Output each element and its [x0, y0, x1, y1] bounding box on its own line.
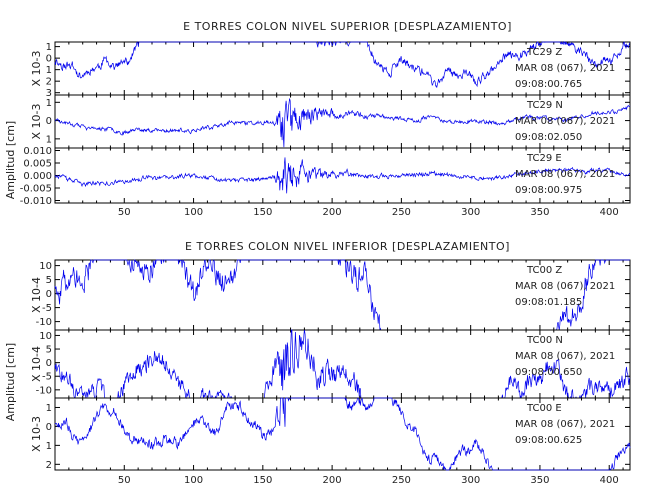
trace-panel: 1 0 1 TC29 N MAR 08 (067), 2021 09:08:02.050 X…: [30, 94, 631, 149]
trace-panel: -10 -5 0 5 10 TC00 Z MAR 08 (067), 2021 09:08:0…: [30, 259, 631, 331]
waveform-line: [54, 157, 631, 194]
x-tick-label: 150: [253, 207, 272, 218]
waveform-line: [54, 40, 630, 88]
y-tick-label: 2: [46, 460, 52, 471]
scale-factor-label: X 10-4: [30, 346, 43, 382]
x-tick-label: 200: [323, 475, 342, 486]
date-label: MAR 08 (067), 2021: [515, 116, 615, 127]
y-tick-label: 0: [46, 116, 52, 127]
x-tick-label: 250: [392, 207, 411, 218]
scale-factor-label: X 10-3: [30, 416, 43, 452]
date-label: MAR 08 (067), 2021: [515, 419, 615, 430]
x-tick-label: 350: [530, 207, 549, 218]
station-label: TC29 Z: [526, 47, 562, 58]
x-tick-label: 250: [392, 475, 411, 486]
y-tick-label: 0.005: [23, 159, 52, 170]
y-tick-label: 10: [39, 331, 52, 342]
scale-factor-label: X 10-3: [30, 51, 43, 87]
chart-2: E TORRES COLON NIVEL INFERIOR [DESPLAZAM…: [4, 240, 631, 486]
time-label: 09:08:00.650: [515, 367, 582, 378]
chart-1: E TORRES COLON NIVEL SUPERIOR [DESPLAZAM…: [4, 20, 631, 218]
scale-factor-label: X 10-4: [30, 277, 43, 313]
y-tick-label: 0: [46, 358, 52, 369]
date-label: MAR 08 (067), 2021: [515, 169, 615, 180]
y-tick-label: 10: [39, 261, 52, 272]
time-label: 09:08:00.625: [515, 435, 582, 446]
y-tick-label: 2: [46, 77, 52, 88]
waveform-line: [54, 329, 631, 400]
y-tick-label: -0.005: [20, 184, 52, 195]
time-label: 09:08:00.975: [515, 185, 582, 196]
y-tick-label: 1: [46, 65, 52, 76]
y-tick-label: -5: [42, 303, 52, 314]
date-label: MAR 08 (067), 2021: [515, 281, 615, 292]
x-tick-label: 400: [600, 475, 619, 486]
y-tick-label: -0.010: [20, 196, 52, 207]
x-tick-label: 200: [323, 207, 342, 218]
y-tick-label: -5: [42, 372, 52, 383]
y-tick-label: 1: [46, 134, 52, 145]
x-tick-label: 400: [600, 207, 619, 218]
x-tick-label: 50: [118, 207, 131, 218]
station-label: TC00 E: [526, 403, 562, 414]
y-tick-label: 1: [46, 42, 52, 53]
x-tick-label: 100: [184, 207, 203, 218]
x-tick-label: 150: [253, 475, 272, 486]
station-label: TC29 N: [526, 100, 563, 111]
y-tick-label: 1: [46, 441, 52, 452]
y-tick-label: 5: [46, 275, 52, 286]
y-tick-label: 1: [46, 98, 52, 109]
waveform-line: [54, 98, 631, 148]
chart-title: E TORRES COLON NIVEL SUPERIOR [DESPLAZAM…: [183, 20, 512, 33]
x-tick-label: 350: [530, 475, 549, 486]
trace-panel: 2 1 0 1 TC00 E MAR 08 (067), 2021 09:08:00.625…: [30, 396, 631, 471]
time-label: 09:08:02.050: [515, 132, 582, 143]
waveform-line: [54, 396, 631, 471]
x-tick-label: 100: [184, 475, 203, 486]
x-tick-label: 300: [461, 207, 480, 218]
time-label: 09:08:01.185: [515, 297, 582, 308]
scale-factor-label: X 10-3: [30, 104, 43, 140]
y-tick-label: 0: [46, 54, 52, 65]
date-label: MAR 08 (067), 2021: [515, 63, 615, 74]
chart-title: E TORRES COLON NIVEL INFERIOR [DESPLAZAM…: [185, 240, 510, 253]
date-label: MAR 08 (067), 2021: [515, 351, 615, 362]
y-tick-label: 0: [46, 422, 52, 433]
y-tick-label: 0.000: [23, 171, 52, 182]
y-tick-label: 0.010: [23, 146, 52, 157]
y-axis-label: Amplitud [cm]: [4, 343, 17, 421]
y-tick-label: -10: [36, 385, 52, 396]
station-label: TC29 E: [526, 153, 562, 164]
y-axis-label: Amplitud [cm]: [4, 121, 17, 199]
y-tick-label: -10: [36, 317, 52, 328]
x-tick-label: 50: [118, 475, 131, 486]
time-label: 09:08:00.765: [515, 79, 582, 90]
y-tick-label: 1: [46, 403, 52, 414]
x-tick-label: 300: [461, 475, 480, 486]
y-tick-label: 0: [46, 289, 52, 300]
y-tick-label: 5: [46, 345, 52, 356]
y-tick-label: 3: [46, 88, 52, 99]
trace-panel: -10 -5 0 5 10 TC00 N MAR 08 (067), 2021 09:08:0…: [30, 329, 631, 400]
station-label: TC00 Z: [526, 265, 562, 276]
station-label: TC00 N: [526, 335, 563, 346]
